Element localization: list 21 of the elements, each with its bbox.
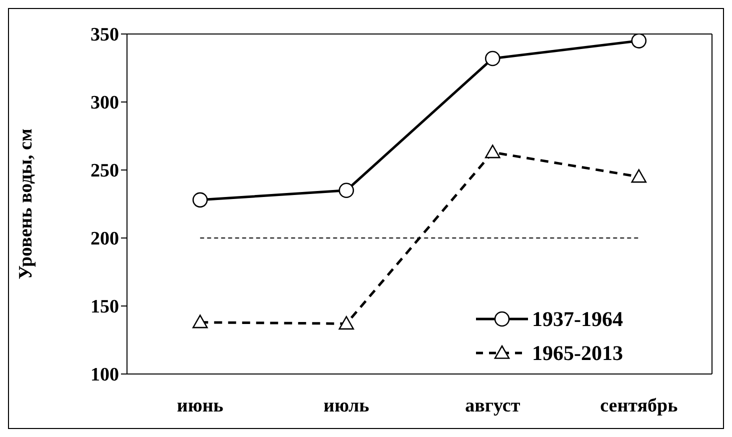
point xyxy=(192,314,208,328)
x-tick-label: июль xyxy=(324,395,370,416)
point xyxy=(338,182,354,198)
x-tick-label: август xyxy=(465,395,521,416)
y-tick-label: 150 xyxy=(90,296,119,318)
y-tick-label: 200 xyxy=(90,228,119,250)
point xyxy=(338,316,354,330)
y-tick-label: 350 xyxy=(90,24,119,46)
point xyxy=(484,144,500,158)
point xyxy=(192,192,208,208)
y-tick-label: 300 xyxy=(90,92,119,114)
point xyxy=(484,50,500,66)
point xyxy=(631,34,647,48)
legend-label: 1965-2013 xyxy=(532,340,623,366)
point xyxy=(631,169,647,183)
x-tick-label: июнь xyxy=(176,395,224,416)
x-tick-label: сентябрь xyxy=(600,395,678,416)
y-tick-label: 100 xyxy=(90,364,119,386)
legend-label: 1937-1964 xyxy=(532,306,623,332)
y-axis-title: Уровень воды, см xyxy=(16,128,37,280)
y-tick-label: 250 xyxy=(90,160,119,182)
